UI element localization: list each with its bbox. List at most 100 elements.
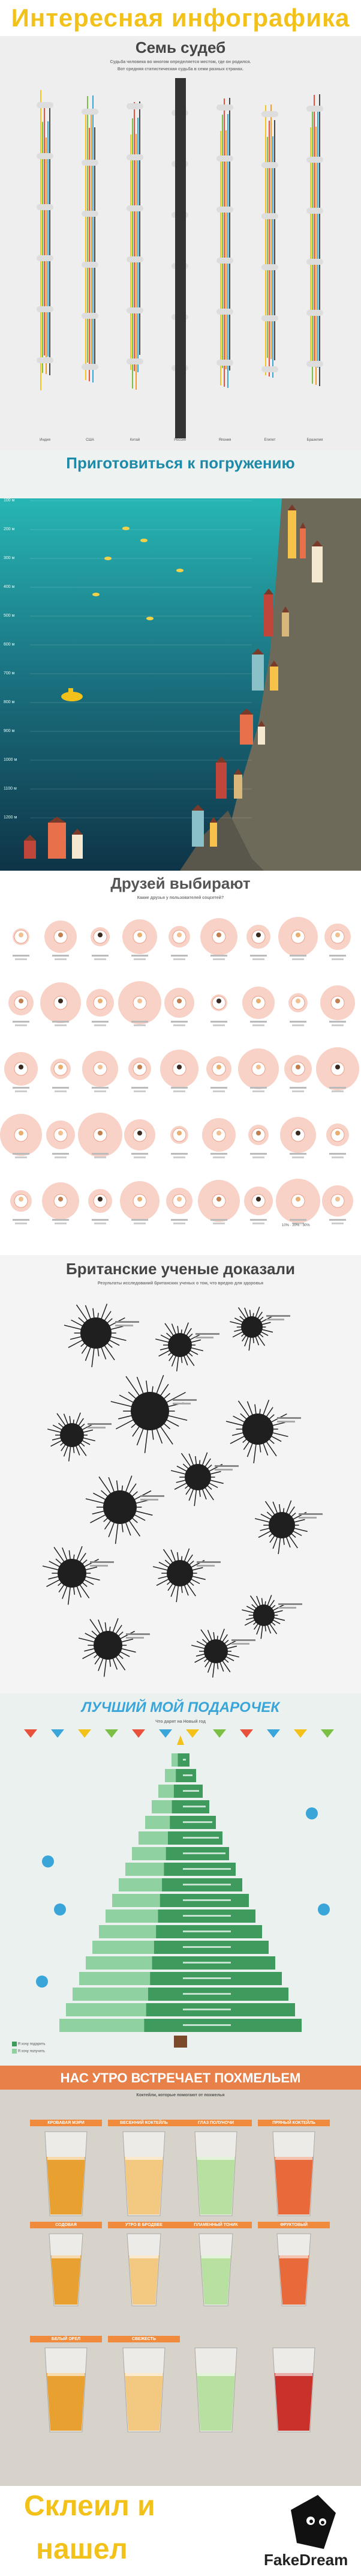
caption-line [213, 1024, 225, 1026]
tier-label-line [183, 1884, 231, 1885]
cocktail-label: УТРО В БРОДВЕЕ [108, 2222, 180, 2228]
avatar-face [19, 1131, 23, 1135]
virus-ball [155, 1322, 219, 1371]
avatar-face [216, 1197, 221, 1202]
section-friends: Друзей выбирают Какие друзья у пользоват… [0, 871, 361, 1255]
ball-caption [197, 1565, 215, 1567]
fate-line [130, 135, 131, 370]
building-roof [252, 649, 264, 655]
depth-label: 100 м [4, 498, 15, 503]
tree-tier-light [59, 2019, 145, 2032]
fate-marker [37, 153, 53, 159]
caption-line [173, 1223, 185, 1224]
ball-caption [115, 1321, 139, 1323]
caption-line [52, 1153, 69, 1155]
tree-tier-light [158, 1785, 174, 1798]
submarine [61, 692, 83, 701]
building [72, 835, 83, 859]
building-roof [288, 504, 296, 510]
ball-core [167, 1560, 193, 1586]
avatar-face [256, 933, 261, 937]
cocktail-label: СВЕЖЕСТЬ [108, 2336, 180, 2342]
depth-label: 900 м [4, 729, 15, 733]
cocktail-glass [44, 2131, 88, 2216]
avatar-face [137, 1197, 142, 1202]
fates-chart [37, 78, 323, 438]
caption-line [92, 1153, 109, 1155]
caption-line [252, 1156, 264, 1158]
logo-text: FakeDream [264, 2551, 348, 2569]
s4-subtitle: Результаты исследований британских учены… [97, 1281, 264, 1286]
drink [47, 2157, 85, 2215]
fate-line [139, 101, 140, 355]
building [240, 715, 253, 745]
caption-line [329, 1219, 346, 1221]
avatar-face [216, 999, 221, 1003]
tree-tier-light [99, 1925, 157, 1938]
caption-line [134, 958, 146, 960]
building [264, 594, 273, 636]
fate-line [312, 111, 313, 384]
foam [275, 2373, 312, 2376]
caption-line [13, 1021, 29, 1023]
ball-core [94, 1631, 122, 1660]
depth-label: 800 м [4, 700, 15, 704]
caption-line [210, 955, 227, 957]
caption-line [52, 1087, 69, 1089]
caption-line [213, 1223, 225, 1224]
cocktail-glass [44, 2347, 88, 2432]
ball-caption [140, 1495, 164, 1497]
fate-line [224, 98, 225, 387]
fate-line [92, 95, 94, 382]
avatar-face [137, 999, 142, 1003]
fate-marker [261, 213, 278, 219]
fate-line [310, 127, 311, 365]
tier-label-line [183, 1821, 212, 1823]
virus-ball [225, 1400, 301, 1463]
fate-line [270, 104, 272, 359]
caption-line [13, 1087, 29, 1089]
avatar-face [296, 1131, 300, 1135]
fate-marker [261, 366, 278, 372]
caption-line [15, 958, 27, 960]
avatar-face [137, 933, 142, 937]
caption-line [292, 1090, 304, 1092]
cocktail-label: ГЛАЗ ПОЛУНОЧИ [180, 2120, 252, 2126]
ball-caption [140, 1499, 158, 1501]
tree-tier-light [79, 1972, 151, 1985]
depth-scale: 100 м 200 м 300 м 400 м 500 м 600 м 700 м 800 м… [0, 498, 36, 871]
caption-line [131, 1153, 148, 1155]
tree-tier-light [73, 1988, 148, 2001]
flag [132, 1729, 145, 1738]
building-roof [210, 817, 217, 823]
ball-caption [173, 1399, 197, 1401]
s2-title: Приготовиться к погружению [66, 454, 295, 472]
country-column [306, 94, 323, 386]
fate-line [91, 112, 92, 364]
caption-line [290, 1021, 306, 1023]
fate-line [317, 110, 318, 367]
drink [125, 2157, 163, 2215]
depth-label: 1100 м [4, 787, 17, 791]
caption-line [210, 1021, 227, 1023]
ball-core [103, 1490, 137, 1524]
tier-label-line [183, 1759, 186, 1761]
tree-tier-light [145, 1816, 170, 1829]
caption-line [171, 1087, 188, 1089]
tier-label-line [183, 1790, 199, 1792]
caption-line [131, 1087, 148, 1089]
avatar-face [58, 1131, 63, 1135]
legend-give: Я хочу подарить [12, 2042, 45, 2046]
footer-line1: Склеил и [24, 2490, 155, 2522]
caption-line [252, 1223, 264, 1224]
tree-tier-light [92, 1941, 154, 1954]
ornament [318, 1903, 330, 1915]
fate-marker [37, 357, 53, 363]
s1-title: Семь судеб [135, 38, 226, 56]
foam [47, 2373, 85, 2376]
caption-line [290, 1153, 306, 1155]
s6-subtitle: Коктейли, которые помогают от похмелья [136, 2093, 225, 2097]
s3-title: Друзей выбирают [110, 874, 251, 892]
depth-label: 400 м [4, 585, 15, 589]
fate-marker [216, 309, 233, 315]
